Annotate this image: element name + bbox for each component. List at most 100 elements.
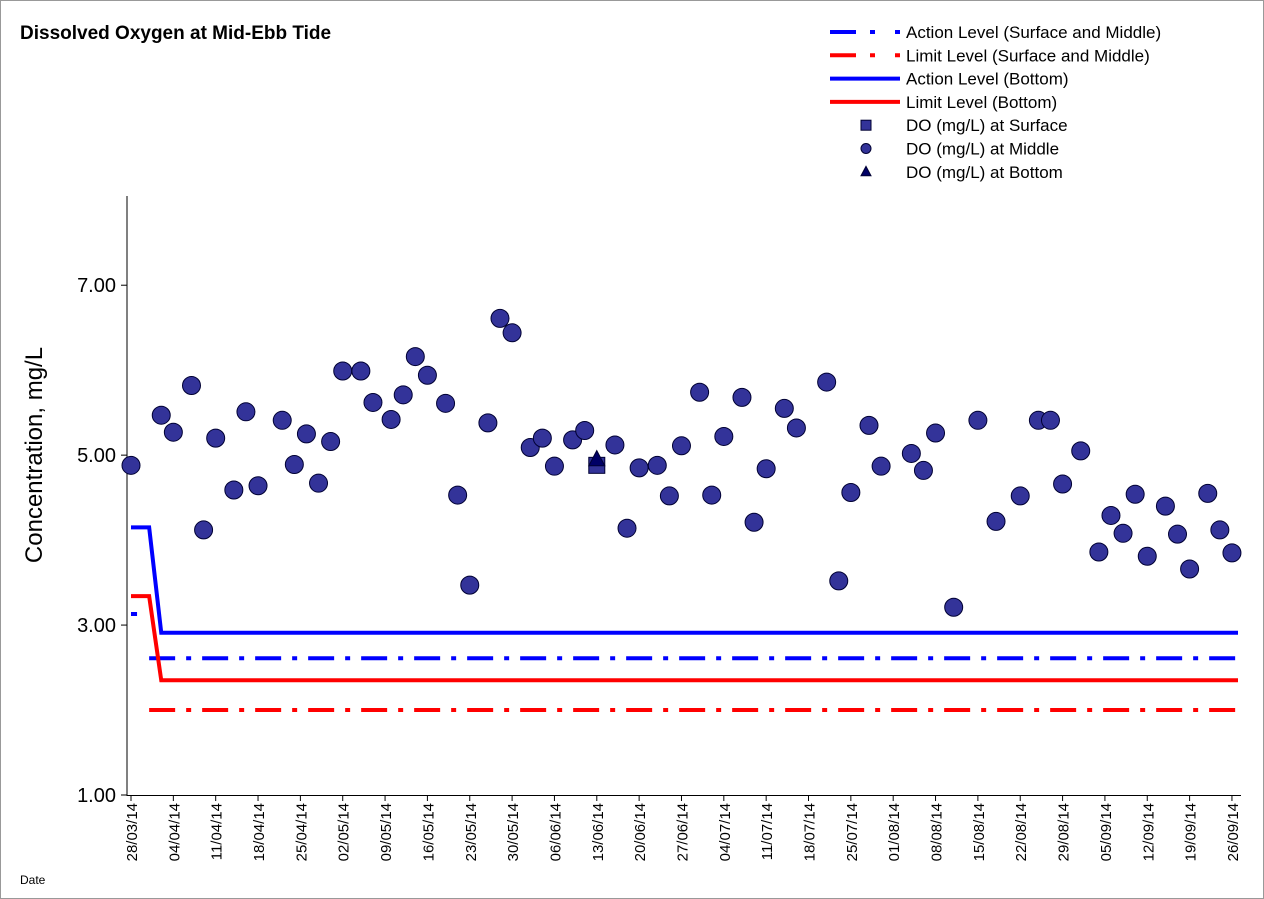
marker-circle xyxy=(575,421,595,441)
marker-circle xyxy=(1155,496,1175,516)
marker-circle xyxy=(732,387,752,407)
marker-circle xyxy=(926,423,946,443)
legend-item: Limit Level (Surface and Middle) xyxy=(830,46,1150,65)
marker-circle xyxy=(460,575,480,595)
x-tick-label: 28/03/14 xyxy=(124,803,141,861)
marker-circle xyxy=(1210,520,1230,540)
x-tick-label: 11/04/14 xyxy=(209,803,226,860)
x-tick-label: 05/09/14 xyxy=(1098,803,1115,861)
legend-label: Action Level (Surface and Middle) xyxy=(906,23,1161,42)
marker-circle xyxy=(1198,483,1218,503)
marker-circle xyxy=(248,476,268,496)
x-tick-label: 02/05/14 xyxy=(336,803,353,861)
x-tick-label: 23/05/14 xyxy=(463,803,480,861)
legend-item: Action Level (Surface and Middle) xyxy=(830,23,1161,42)
marker-circle xyxy=(393,385,413,405)
level-line xyxy=(131,612,1238,661)
marker-circle xyxy=(986,511,1006,531)
x-tick-label: 30/05/14 xyxy=(505,803,522,861)
marker-circle xyxy=(544,456,564,476)
y-axis-title: Concentration, mg/L xyxy=(21,347,48,563)
marker-circle xyxy=(206,428,226,448)
marker-circle xyxy=(756,459,776,479)
marker-circle xyxy=(617,518,637,538)
legend-item: DO (mg/L) at Bottom xyxy=(860,163,1063,182)
marker-circle xyxy=(272,410,292,430)
marker-circle xyxy=(605,435,625,455)
marker-circle xyxy=(236,402,256,422)
marker-circle xyxy=(163,422,183,442)
legend-label: Action Level (Bottom) xyxy=(906,70,1069,89)
marker-circle xyxy=(1222,543,1242,563)
marker-circle xyxy=(333,361,353,381)
x-tick-label: 29/08/14 xyxy=(1056,803,1073,861)
x-tick-label: 09/05/14 xyxy=(378,803,395,861)
marker-circle xyxy=(859,415,879,435)
x-tick-label: 15/08/14 xyxy=(971,803,988,861)
marker-circle xyxy=(829,571,849,591)
x-tick-label: 18/07/14 xyxy=(802,803,819,861)
legend-item: Limit Level (Bottom) xyxy=(830,93,1057,112)
x-tick-label: 04/04/14 xyxy=(166,803,183,861)
marker-circle xyxy=(1113,523,1133,543)
marker-circle xyxy=(1125,484,1145,504)
marker-circle xyxy=(841,483,861,503)
marker-circle xyxy=(1101,505,1121,525)
x-tick-label: 20/06/14 xyxy=(632,803,649,861)
x-tick-label: 25/07/14 xyxy=(844,803,861,861)
marker-circle xyxy=(532,428,552,448)
marker-circle xyxy=(490,308,510,328)
marker-circle xyxy=(381,409,401,429)
marker-circle xyxy=(944,597,964,617)
y-tick-label: 5.00 xyxy=(77,445,116,467)
marker-circle xyxy=(901,443,921,463)
x-tick-label: 13/06/14 xyxy=(590,803,607,861)
y-tick-label: 3.00 xyxy=(77,615,116,637)
level-line xyxy=(131,594,1238,683)
marker-circle xyxy=(690,382,710,402)
marker-circle xyxy=(1168,524,1188,544)
marker-circle xyxy=(309,473,329,493)
marker-circle xyxy=(478,413,498,433)
marker-circle xyxy=(224,480,244,500)
x-tick-label: 06/06/14 xyxy=(547,803,564,861)
marker-circle xyxy=(436,393,456,413)
legend-label: Limit Level (Bottom) xyxy=(906,93,1057,112)
legend-item: DO (mg/L) at Surface xyxy=(860,116,1068,135)
marker-circle xyxy=(296,424,316,444)
x-tick-label: 11/07/14 xyxy=(759,803,776,860)
x-tick-label: 04/07/14 xyxy=(717,803,734,861)
marker-circle xyxy=(968,410,988,430)
marker-circle xyxy=(1071,441,1091,461)
x-axis-title: Date xyxy=(20,873,46,887)
marker-circle xyxy=(647,455,667,475)
marker-circle xyxy=(181,375,201,395)
marker-circle xyxy=(351,361,371,381)
legend: Action Level (Surface and Middle) Limit L… xyxy=(830,23,1161,182)
marker-circle xyxy=(913,460,933,480)
chart-title: Dissolved Oxygen at Mid-Ebb Tide xyxy=(20,23,331,44)
x-tick-label: 01/08/14 xyxy=(886,803,903,861)
marker-circle xyxy=(659,486,679,506)
marker-circle xyxy=(121,455,141,475)
x-tick-label: 26/09/14 xyxy=(1225,803,1242,861)
x-tick-label: 27/06/14 xyxy=(674,803,691,861)
marker-circle xyxy=(363,392,383,412)
y-tick-label: 1.00 xyxy=(77,785,116,807)
marker-circle xyxy=(817,372,837,392)
marker-circle xyxy=(744,512,764,532)
marker-circle xyxy=(194,520,214,540)
x-tick-label: 19/09/14 xyxy=(1183,803,1200,861)
marker-circle xyxy=(448,485,468,505)
y-tick-label: 7.00 xyxy=(77,275,116,297)
marker-circle xyxy=(1089,542,1109,562)
legend-item: DO (mg/L) at Middle xyxy=(860,140,1059,159)
marker-circle xyxy=(502,323,522,343)
legend-label: DO (mg/L) at Surface xyxy=(906,116,1068,135)
marker-circle xyxy=(714,426,734,446)
x-tick-label: 16/05/14 xyxy=(420,803,437,861)
legend-label: Limit Level (Surface and Middle) xyxy=(906,46,1150,65)
x-tick-label: 18/04/14 xyxy=(251,803,268,861)
